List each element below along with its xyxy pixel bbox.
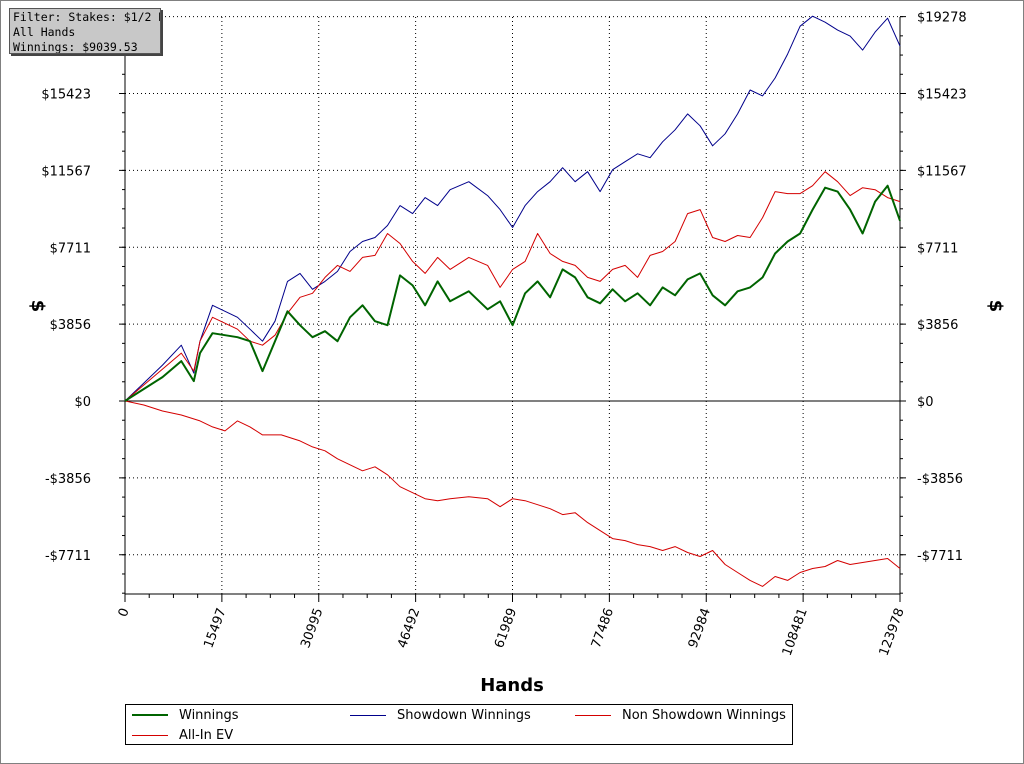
filter-winnings-text: Winnings: $9039.53	[13, 40, 138, 54]
y-tick-label-left: $7711	[50, 241, 91, 256]
y-tick-label-right: $15423	[917, 88, 967, 103]
legend-swatch-showdown-winnings	[350, 714, 386, 716]
legend-item-all-in-ev: All-In EV	[132, 726, 233, 744]
x-tick-label: 15497	[201, 606, 229, 650]
legend-label-winnings: Winnings	[179, 707, 239, 723]
series-line-showdown-winnings	[124, 15, 901, 402]
x-tick-label: 46492	[395, 606, 423, 650]
grid	[125, 16, 900, 594]
legend-label-showdown-winnings: Showdown Winnings	[397, 707, 531, 723]
y-tick-label-left: -$7711	[45, 549, 91, 564]
series-line-all-in-ev	[124, 400, 901, 587]
y-tick-label-right: -$3856	[917, 472, 963, 487]
x-tick-label: 108481	[780, 606, 811, 658]
series-lines	[124, 15, 901, 587]
legend-label-all-in-ev: All-In EV	[179, 727, 234, 743]
legend-item-winnings: Winnings	[132, 706, 239, 724]
x-axis-title: Hands	[480, 675, 544, 696]
y-tick-label-left: $0	[74, 395, 91, 410]
y-tick-label-left: -$3856	[45, 472, 91, 487]
axes: 0 15497 30995 46492 61989 77486 92984 108481 123…	[41, 11, 966, 658]
x-tick-label: 0	[116, 606, 133, 619]
legend-item-showdown-winnings: Showdown Winnings	[350, 706, 531, 724]
y-tick-label-left: $3856	[50, 318, 91, 333]
legend: Winnings Showdown Winnings Non Showdown …	[125, 704, 793, 745]
y-tick-label-right: $3856	[917, 318, 958, 333]
series-line-winnings	[124, 184, 901, 402]
legend-item-non-showdown-winnings: Non Showdown Winnings	[575, 706, 786, 724]
y-axis-title-left: $	[27, 300, 48, 313]
filter-info-box: Filter: Stakes: $1/2 NL All Hands Winnin…	[9, 8, 161, 54]
legend-swatch-all-in-ev	[132, 734, 168, 736]
series-line-non-showdown-winnings	[124, 171, 901, 402]
y-tick-label-right: $7711	[917, 241, 958, 256]
filter-stakes-text: Filter: Stakes: $1/2 NL	[13, 10, 161, 24]
filter-hands-text: All Hands	[13, 25, 76, 39]
y-tick-label-right: $0	[917, 395, 934, 410]
x-tick-label: 30995	[298, 606, 326, 650]
y-tick-label-right: $11567	[917, 164, 967, 179]
x-tick-label: 61989	[492, 606, 520, 650]
legend-swatch-winnings	[132, 714, 168, 716]
y-tick-label-right: $19278	[917, 11, 967, 26]
y-tick-label-right: -$7711	[917, 549, 963, 564]
legend-swatch-non-showdown-winnings	[575, 714, 611, 716]
y-tick-label-left: $11567	[41, 164, 91, 179]
y-axis-title-right: $	[985, 300, 1006, 313]
x-tick-label: 92984	[686, 606, 714, 650]
legend-label-non-showdown-winnings: Non Showdown Winnings	[622, 707, 786, 723]
x-tick-label: 123978	[877, 606, 908, 658]
y-tick-label-left: $15423	[41, 88, 91, 103]
x-tick-label: 77486	[589, 606, 617, 650]
